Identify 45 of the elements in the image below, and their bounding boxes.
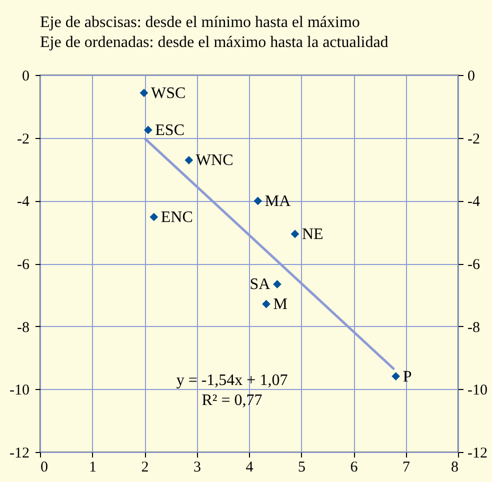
y2-tick-label: -6 <box>468 257 480 273</box>
annotation: y = -1,54x + 1,07 <box>176 372 288 389</box>
x-tick-label: 2 <box>141 460 149 476</box>
point <box>392 372 400 380</box>
y-tick-label: -8 <box>17 320 30 336</box>
chart-title: Eje de abscisas: desde el mínimo hasta el máximo <box>40 14 360 31</box>
point <box>290 230 300 238</box>
y-tick-label: 0 <box>22 68 30 84</box>
x-tick-label: 3 <box>194 460 201 476</box>
y2-tick-label: 0 <box>468 68 475 84</box>
x-tick-label: 4 <box>246 460 254 476</box>
point <box>140 88 148 98</box>
x-tick-label: 6 <box>350 460 358 476</box>
data-label: WSC <box>150 84 186 102</box>
point <box>150 212 158 222</box>
x-tick-label: 5 <box>298 460 306 476</box>
point <box>262 300 270 308</box>
data-label: ESC <box>155 122 184 139</box>
data-label: M <box>273 296 288 314</box>
y-tick-label: -6 <box>17 257 30 273</box>
x-tick-label: 1 <box>89 460 96 476</box>
data-label: SA <box>250 276 271 294</box>
point <box>144 126 152 134</box>
y2-tick-label: -4 <box>468 194 480 210</box>
y2-tick-label: -8 <box>468 320 480 336</box>
y-tick-label: -10 <box>10 382 30 399</box>
point <box>273 280 282 288</box>
y-tick-label: -12 <box>10 446 30 462</box>
data-label: NE <box>302 226 324 243</box>
point <box>254 196 262 206</box>
data-label: ENC <box>160 209 193 226</box>
chart-subtitle: Eje de ordenadas: desde el máximo hasta la actualidad <box>40 34 388 51</box>
point <box>184 156 194 164</box>
data-label: MA <box>264 192 292 210</box>
y2-tick-label: -2 <box>468 131 480 148</box>
annotation: R² = 0,77 <box>202 392 262 409</box>
y2-tick-label: -12 <box>468 446 488 462</box>
data-label: WNC <box>196 152 234 170</box>
y-tick-label: -4 <box>17 194 30 210</box>
y2-tick-label: -10 <box>468 382 488 399</box>
x-tick-label: 0 <box>40 460 48 476</box>
data-label: P <box>402 368 412 386</box>
x-tick-label: 7 <box>402 460 410 476</box>
x-tick-label: 8 <box>451 460 458 476</box>
y-tick-label: -2 <box>17 131 30 148</box>
